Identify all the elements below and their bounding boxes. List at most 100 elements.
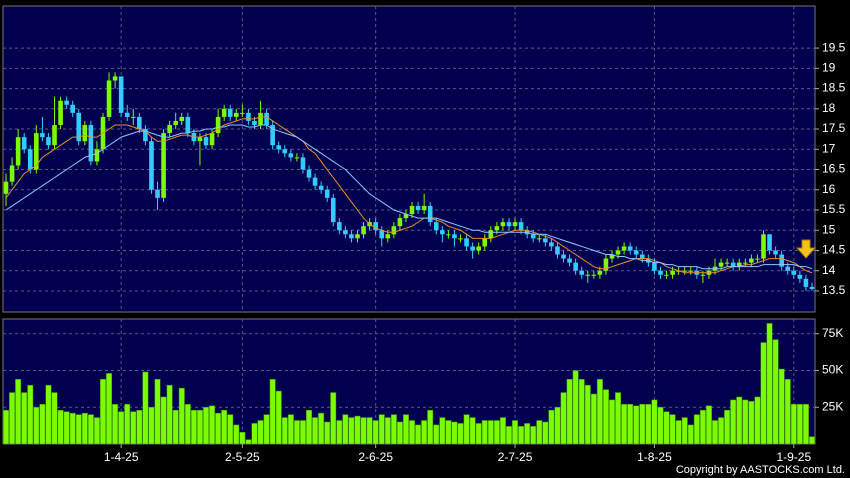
volume-bar: [554, 406, 561, 445]
volume-bar: [112, 404, 119, 445]
volume-bar: [178, 387, 185, 445]
volume-bar: [93, 417, 100, 445]
candle-body: [567, 258, 572, 263]
volume-bar: [790, 404, 797, 445]
volume-bar: [3, 409, 10, 445]
x-tick-label: 1-4-25: [104, 450, 139, 464]
volume-bar: [657, 406, 664, 445]
candle-body: [52, 125, 57, 146]
volume-bar: [578, 379, 585, 445]
candle-body: [318, 185, 324, 190]
volume-bar: [584, 384, 591, 445]
candle-body: [785, 266, 791, 271]
volume-bar: [239, 431, 246, 445]
candle-body: [658, 270, 663, 275]
candle-body: [609, 254, 615, 259]
volume-bar: [51, 392, 58, 445]
volume-bar: [439, 417, 446, 445]
candle-body: [682, 270, 688, 272]
candle-body: [470, 246, 475, 251]
volume-bar: [124, 404, 131, 445]
candle-body: [743, 262, 748, 264]
copyright: Copyright by AASTOCKS.com Ltd.: [676, 464, 845, 476]
candle-body: [149, 141, 154, 190]
candle-body: [385, 234, 391, 239]
volume-bar: [602, 389, 609, 445]
x-tick-label: 2-6-25: [358, 450, 393, 464]
volume-bar: [384, 417, 391, 445]
volume-bar: [530, 426, 537, 445]
candle-body: [124, 112, 130, 117]
candle-body: [179, 116, 185, 121]
candle-body: [421, 205, 427, 210]
candle-body: [464, 238, 469, 247]
volume-bar: [663, 411, 670, 445]
candle-body: [597, 270, 603, 275]
volume-bar: [675, 420, 682, 445]
volume-bar: [360, 417, 367, 445]
candle-body: [203, 137, 209, 146]
candle-body: [270, 125, 275, 146]
volume-bar: [409, 420, 416, 445]
candle-body: [482, 238, 488, 247]
candle-body: [500, 222, 506, 227]
y-tick-label: 19.5: [822, 40, 846, 54]
volume-bar: [772, 339, 779, 445]
candle-body: [767, 234, 772, 251]
candle-body: [458, 238, 463, 240]
candle-body: [397, 218, 403, 227]
volume-bar: [681, 417, 688, 445]
volume-bar: [215, 412, 222, 445]
volume-bar: [342, 414, 349, 445]
candle-body: [476, 246, 481, 251]
y-tick-label: 13.5: [822, 283, 846, 297]
candle-body: [173, 120, 179, 125]
y-tick-label: 14: [822, 263, 836, 277]
candle-body: [433, 222, 439, 231]
volume-bar: [481, 420, 488, 445]
candle-body: [664, 274, 669, 276]
volume-bar: [796, 404, 803, 445]
candle-body: [246, 112, 251, 121]
candle-body: [324, 189, 330, 198]
candle-body: [252, 120, 257, 125]
candle-body: [258, 112, 263, 125]
candle-body: [512, 222, 518, 227]
volume-bar: [609, 399, 615, 445]
volume-bar: [203, 406, 209, 445]
volume-bar: [9, 392, 16, 445]
y-tick-label: 50K: [822, 363, 843, 377]
volume-bar: [33, 406, 40, 445]
volume-bar: [415, 424, 422, 445]
volume-bar: [142, 371, 149, 445]
volume-bar: [639, 404, 646, 445]
candle-body: [724, 262, 730, 264]
candle-body: [688, 270, 694, 272]
candle-body: [809, 286, 815, 289]
x-tick-label: 1-8-25: [637, 450, 672, 464]
y-tick-label: 14.5: [822, 243, 846, 257]
volume-bar: [651, 399, 658, 445]
candle-body: [585, 274, 591, 276]
candle-body: [312, 177, 318, 186]
candle-body: [403, 214, 409, 219]
candle-body: [58, 100, 63, 125]
volume-bar: [227, 414, 234, 445]
volume-bar: [275, 390, 282, 445]
candle-body: [506, 222, 512, 227]
candle-body: [276, 145, 282, 150]
plot-layer: 13.5 14 14.5 15 15.5 16 16.5 17 17.5 18 18.5 19 19.5…: [3, 6, 846, 464]
volume-bar: [251, 423, 258, 445]
volume-bar: [645, 404, 652, 445]
volume-bar: [499, 417, 506, 445]
volume-bar: [427, 409, 434, 445]
y-tick-label: 16: [822, 182, 836, 196]
candle-body: [797, 274, 803, 279]
candle-body: [700, 274, 706, 276]
volume-bar: [596, 379, 603, 445]
candle-body: [294, 157, 300, 159]
candle-body: [112, 76, 118, 81]
candle-body: [82, 125, 88, 142]
candle-body: [227, 108, 233, 117]
volume-bar: [245, 439, 252, 445]
